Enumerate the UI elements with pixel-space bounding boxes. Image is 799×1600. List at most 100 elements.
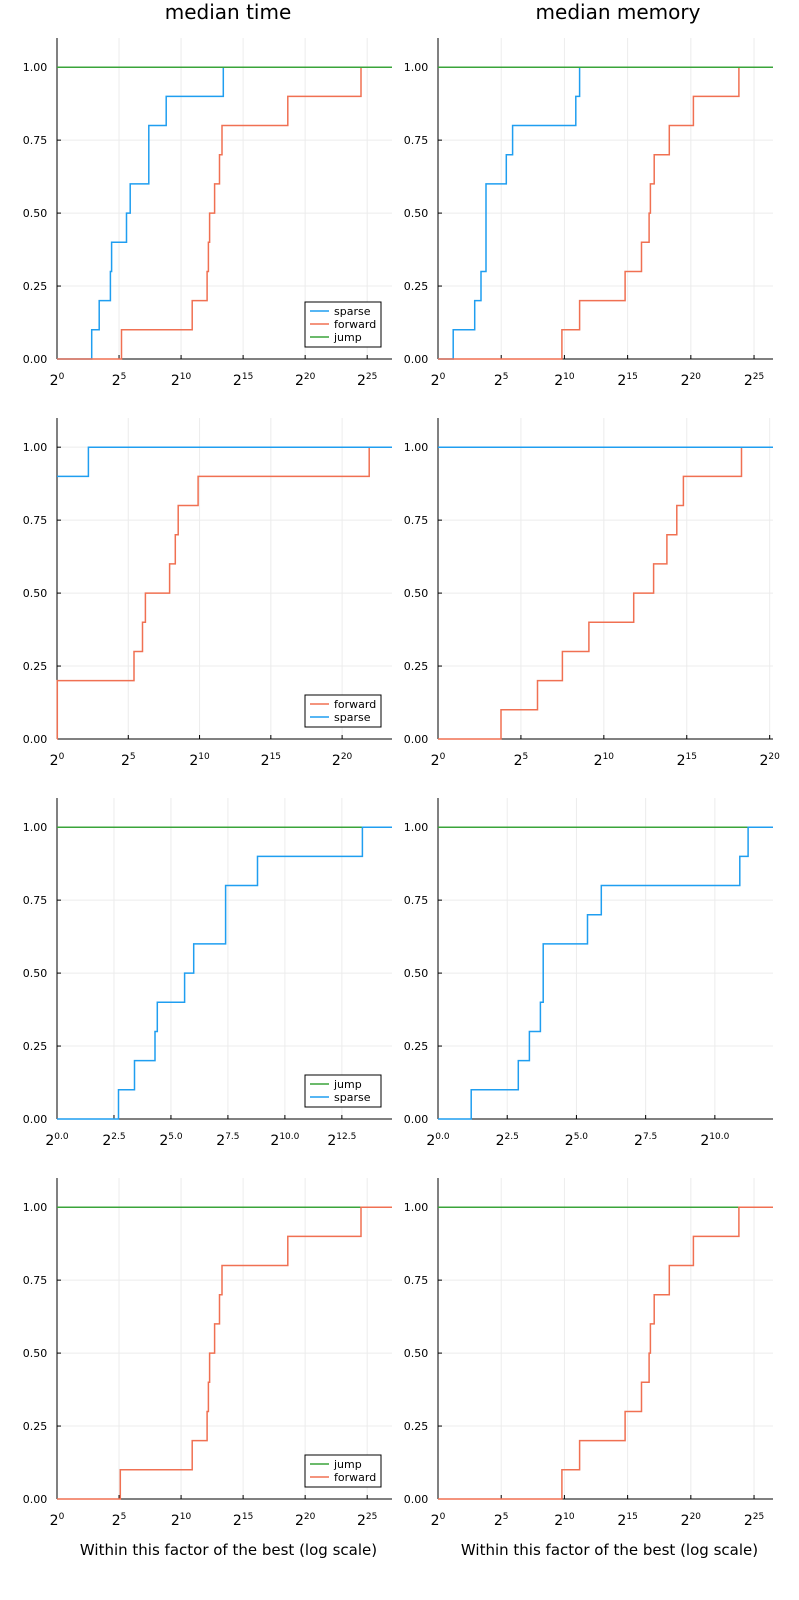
y-tick-label: 0.50 (23, 587, 48, 600)
x-tick-label: 27.5 (634, 1132, 657, 1149)
chart-panel-8: 0.00 0.25 0.50 0.75 1.00 20 25 210 215 220 225 With… (404, 1178, 773, 1559)
x-tick-label: 20.0 (45, 1132, 69, 1149)
chart-panel-7: 0.00 0.25 0.50 0.75 1.00 20 25 210 215 220 225 jump… (23, 1178, 392, 1559)
y-tick-label: 0.75 (404, 894, 429, 907)
x-tick-label: 20.0 (426, 1132, 450, 1149)
legend-label-forward: forward (334, 698, 376, 711)
legend-label-sparse: sparse (334, 1091, 371, 1104)
x-axis-title: Within this factor of the best (log scal… (461, 1541, 758, 1559)
x-tick-label: 25 (494, 372, 509, 389)
column-title-memory: median memory (536, 0, 701, 24)
legend-box (304, 1074, 382, 1108)
legend-box (304, 1454, 382, 1488)
x-tick-label: 25 (112, 1512, 127, 1529)
y-tick-label: 0.25 (404, 1040, 429, 1053)
y-tick-label: 0.25 (404, 660, 429, 673)
x-tick-label: 20 (50, 372, 65, 389)
y-tick-label: 0.50 (404, 207, 429, 220)
x-tick-label: 20 (431, 372, 446, 389)
x-tick-label: 220 (681, 1512, 702, 1529)
series-line-forward (438, 1206, 773, 1500)
y-tick-label: 0.50 (23, 207, 48, 220)
legend-label-forward: forward (334, 318, 376, 331)
x-tick-label: 25.0 (565, 1132, 589, 1149)
y-tick-label: 0.25 (23, 1420, 48, 1433)
x-tick-label: 212.5 (327, 1132, 356, 1149)
y-tick-label: 0.25 (404, 280, 429, 293)
y-tick-label: 0.25 (23, 1040, 48, 1053)
y-tick-label: 0.00 (23, 1493, 48, 1506)
y-tick-label: 1.00 (23, 441, 48, 454)
x-tick-label: 210 (594, 752, 615, 769)
x-tick-label: 20 (431, 1512, 446, 1529)
y-tick-label: 0.00 (23, 353, 48, 366)
series-line-forward (57, 1206, 392, 1500)
x-tick-label: 22.5 (496, 1132, 519, 1149)
x-tick-label: 225 (744, 1512, 764, 1529)
column-title-time: median time (165, 0, 292, 24)
y-tick-label: 0.00 (404, 353, 429, 366)
panels: 0.00 0.25 0.50 0.75 1.00 20 25 210 215 220 225 spar… (23, 38, 780, 1559)
y-tick-label: 0.75 (23, 134, 48, 147)
series-line-sparse (57, 446, 392, 478)
y-tick-label: 0.25 (23, 280, 48, 293)
chart-panel-2: 0.00 0.25 0.50 0.75 1.00 20 25 210 215 220 225 (404, 38, 773, 389)
series-line-sparse (57, 826, 392, 1120)
x-tick-label: 215 (261, 752, 281, 769)
x-tick-label: 215 (617, 372, 637, 389)
x-tick-label: 215 (677, 752, 697, 769)
series-line-sparse (438, 66, 773, 360)
x-tick-label: 25 (121, 752, 136, 769)
series-line-forward (57, 66, 392, 360)
y-tick-label: 0.75 (23, 1274, 48, 1287)
x-tick-label: 27.5 (216, 1132, 239, 1149)
series-line-sparse (57, 66, 392, 360)
y-tick-label: 0.00 (23, 1113, 48, 1126)
x-tick-label: 210 (554, 372, 575, 389)
y-tick-label: 1.00 (404, 1201, 429, 1214)
y-tick-label: 0.00 (404, 1493, 429, 1506)
y-tick-label: 0.25 (404, 1420, 429, 1433)
x-tick-label: 215 (233, 1512, 253, 1529)
legend-label-jump: jump (333, 331, 362, 344)
x-tick-label: 25 (494, 1512, 509, 1529)
y-tick-label: 0.00 (404, 733, 429, 746)
x-tick-label: 225 (357, 1512, 377, 1529)
legend-label-jump: jump (333, 1078, 362, 1091)
chart-panel-1: 0.00 0.25 0.50 0.75 1.00 20 25 210 215 220 225 spar… (23, 38, 392, 389)
chart-panel-3: 0.00 0.25 0.50 0.75 1.00 20 25 210 215 220 forward… (23, 418, 392, 769)
x-tick-label: 225 (357, 372, 377, 389)
chart-panel-5: 0.00 0.25 0.50 0.75 1.00 20.0 22.5 25.0 27.5 210.… (23, 798, 392, 1149)
legend-label-sparse: sparse (334, 305, 371, 318)
y-tick-label: 1.00 (404, 441, 429, 454)
chart-panel-4: 0.00 0.25 0.50 0.75 1.00 20 25 210 215 220 (404, 418, 780, 769)
series-line-forward (438, 446, 773, 740)
x-tick-label: 20 (50, 1512, 65, 1529)
y-tick-label: 0.00 (23, 733, 48, 746)
y-tick-label: 0.75 (404, 514, 429, 527)
y-tick-label: 1.00 (404, 61, 429, 74)
legend-box (304, 694, 382, 728)
y-tick-label: 1.00 (23, 821, 48, 834)
legend-label-jump: jump (333, 1458, 362, 1471)
legend-label-sparse: sparse (334, 711, 371, 724)
y-tick-label: 0.00 (404, 1113, 429, 1126)
x-axis-title: Within this factor of the best (log scal… (80, 1541, 377, 1559)
y-tick-label: 0.75 (23, 514, 48, 527)
y-tick-label: 0.50 (23, 1347, 48, 1360)
chart-panel-6: 0.00 0.25 0.50 0.75 1.00 20.0 22.5 25.0 27.5 210.… (404, 798, 773, 1149)
x-tick-label: 210 (189, 752, 210, 769)
x-tick-label: 210 (554, 1512, 575, 1529)
y-tick-label: 0.25 (23, 660, 48, 673)
y-tick-label: 0.50 (404, 1347, 429, 1360)
y-tick-label: 1.00 (404, 821, 429, 834)
x-tick-label: 225 (744, 372, 764, 389)
x-tick-label: 210 (171, 372, 192, 389)
y-tick-label: 0.75 (23, 894, 48, 907)
x-tick-label: 210 (171, 1512, 192, 1529)
x-tick-label: 20 (431, 752, 446, 769)
x-tick-label: 220 (295, 1512, 316, 1529)
